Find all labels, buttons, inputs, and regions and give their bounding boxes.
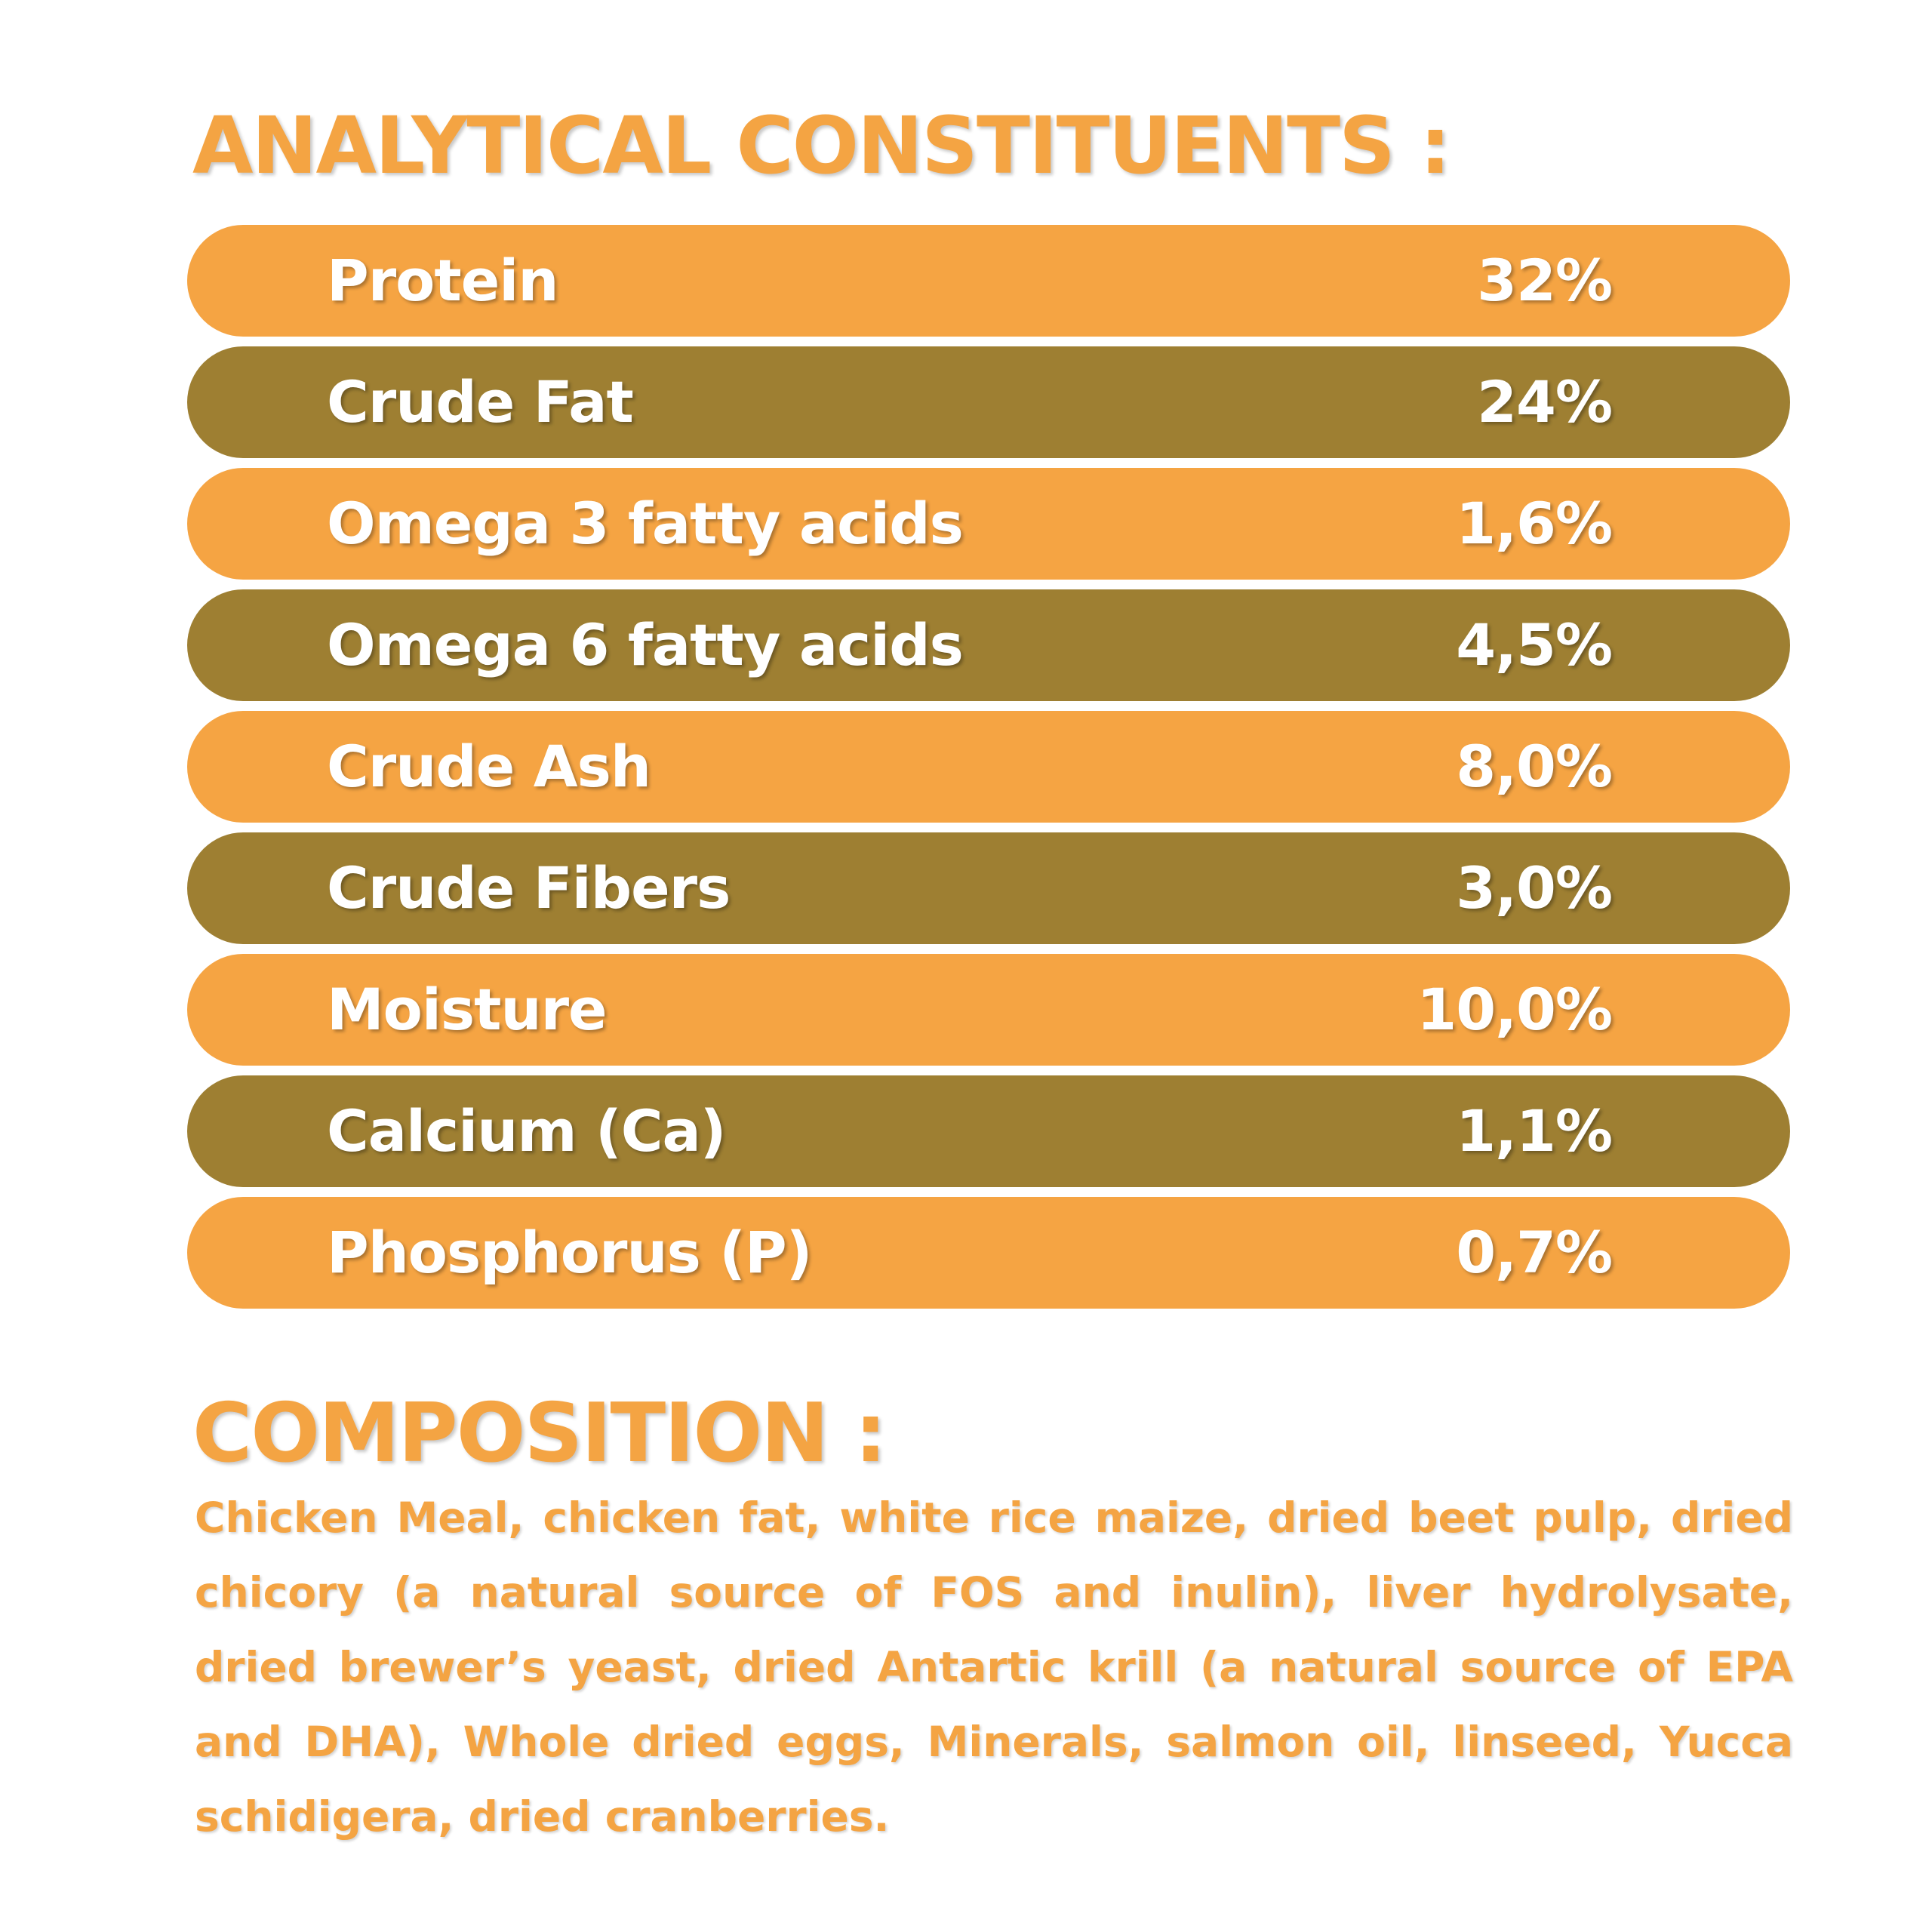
constituent-value: 4,5% bbox=[1456, 611, 1613, 678]
composition-heading: COMPOSITION : bbox=[192, 1386, 887, 1481]
constituent-row-moisture: Moisture 10,0% bbox=[187, 954, 1790, 1066]
constituent-row-protein: Protein 32% bbox=[187, 225, 1790, 337]
constituent-label: Phosphorus (P) bbox=[327, 1219, 812, 1286]
constituent-label: Protein bbox=[327, 247, 558, 314]
constituent-value: 32% bbox=[1477, 247, 1613, 314]
constituent-value: 3,0% bbox=[1456, 854, 1613, 921]
constituent-row-omega-6: Omega 6 fatty acids 4,5% bbox=[187, 589, 1790, 701]
constituent-row-crude-ash: Crude Ash 8,0% bbox=[187, 711, 1790, 823]
constituent-label: Crude Ash bbox=[327, 733, 651, 800]
constituent-value: 1,1% bbox=[1456, 1097, 1613, 1164]
composition-text: Chicken Meal, chicken fat, white rice ma… bbox=[195, 1494, 1793, 1841]
constituent-label: Crude Fat bbox=[327, 368, 634, 435]
constituent-row-calcium: Calcium (Ca) 1,1% bbox=[187, 1075, 1790, 1187]
constituent-label: Omega 6 fatty acids bbox=[327, 611, 964, 678]
constituent-label: Moisture bbox=[327, 976, 608, 1043]
constituent-row-omega-3: Omega 3 fatty acids 1,6% bbox=[187, 468, 1790, 580]
constituent-value: 8,0% bbox=[1456, 733, 1613, 800]
analytical-constituents-table: Protein 32% Crude Fat 24% Omega 3 fatty … bbox=[187, 225, 1790, 1318]
constituent-value: 10,0% bbox=[1417, 976, 1613, 1043]
constituent-label: Omega 3 fatty acids bbox=[327, 490, 964, 557]
constituent-label: Calcium (Ca) bbox=[327, 1097, 726, 1164]
constituent-label: Crude Fibers bbox=[327, 854, 731, 921]
constituent-row-phosphorus: Phosphorus (P) 0,7% bbox=[187, 1197, 1790, 1309]
analytical-constituents-heading: ANALYTICAL CONSTITUENTS : bbox=[192, 100, 1451, 192]
constituent-value: 1,6% bbox=[1456, 490, 1613, 557]
constituent-value: 0,7% bbox=[1456, 1219, 1613, 1286]
constituent-row-crude-fat: Crude Fat 24% bbox=[187, 346, 1790, 458]
constituent-row-crude-fibers: Crude Fibers 3,0% bbox=[187, 832, 1790, 944]
constituent-value: 24% bbox=[1477, 368, 1613, 435]
